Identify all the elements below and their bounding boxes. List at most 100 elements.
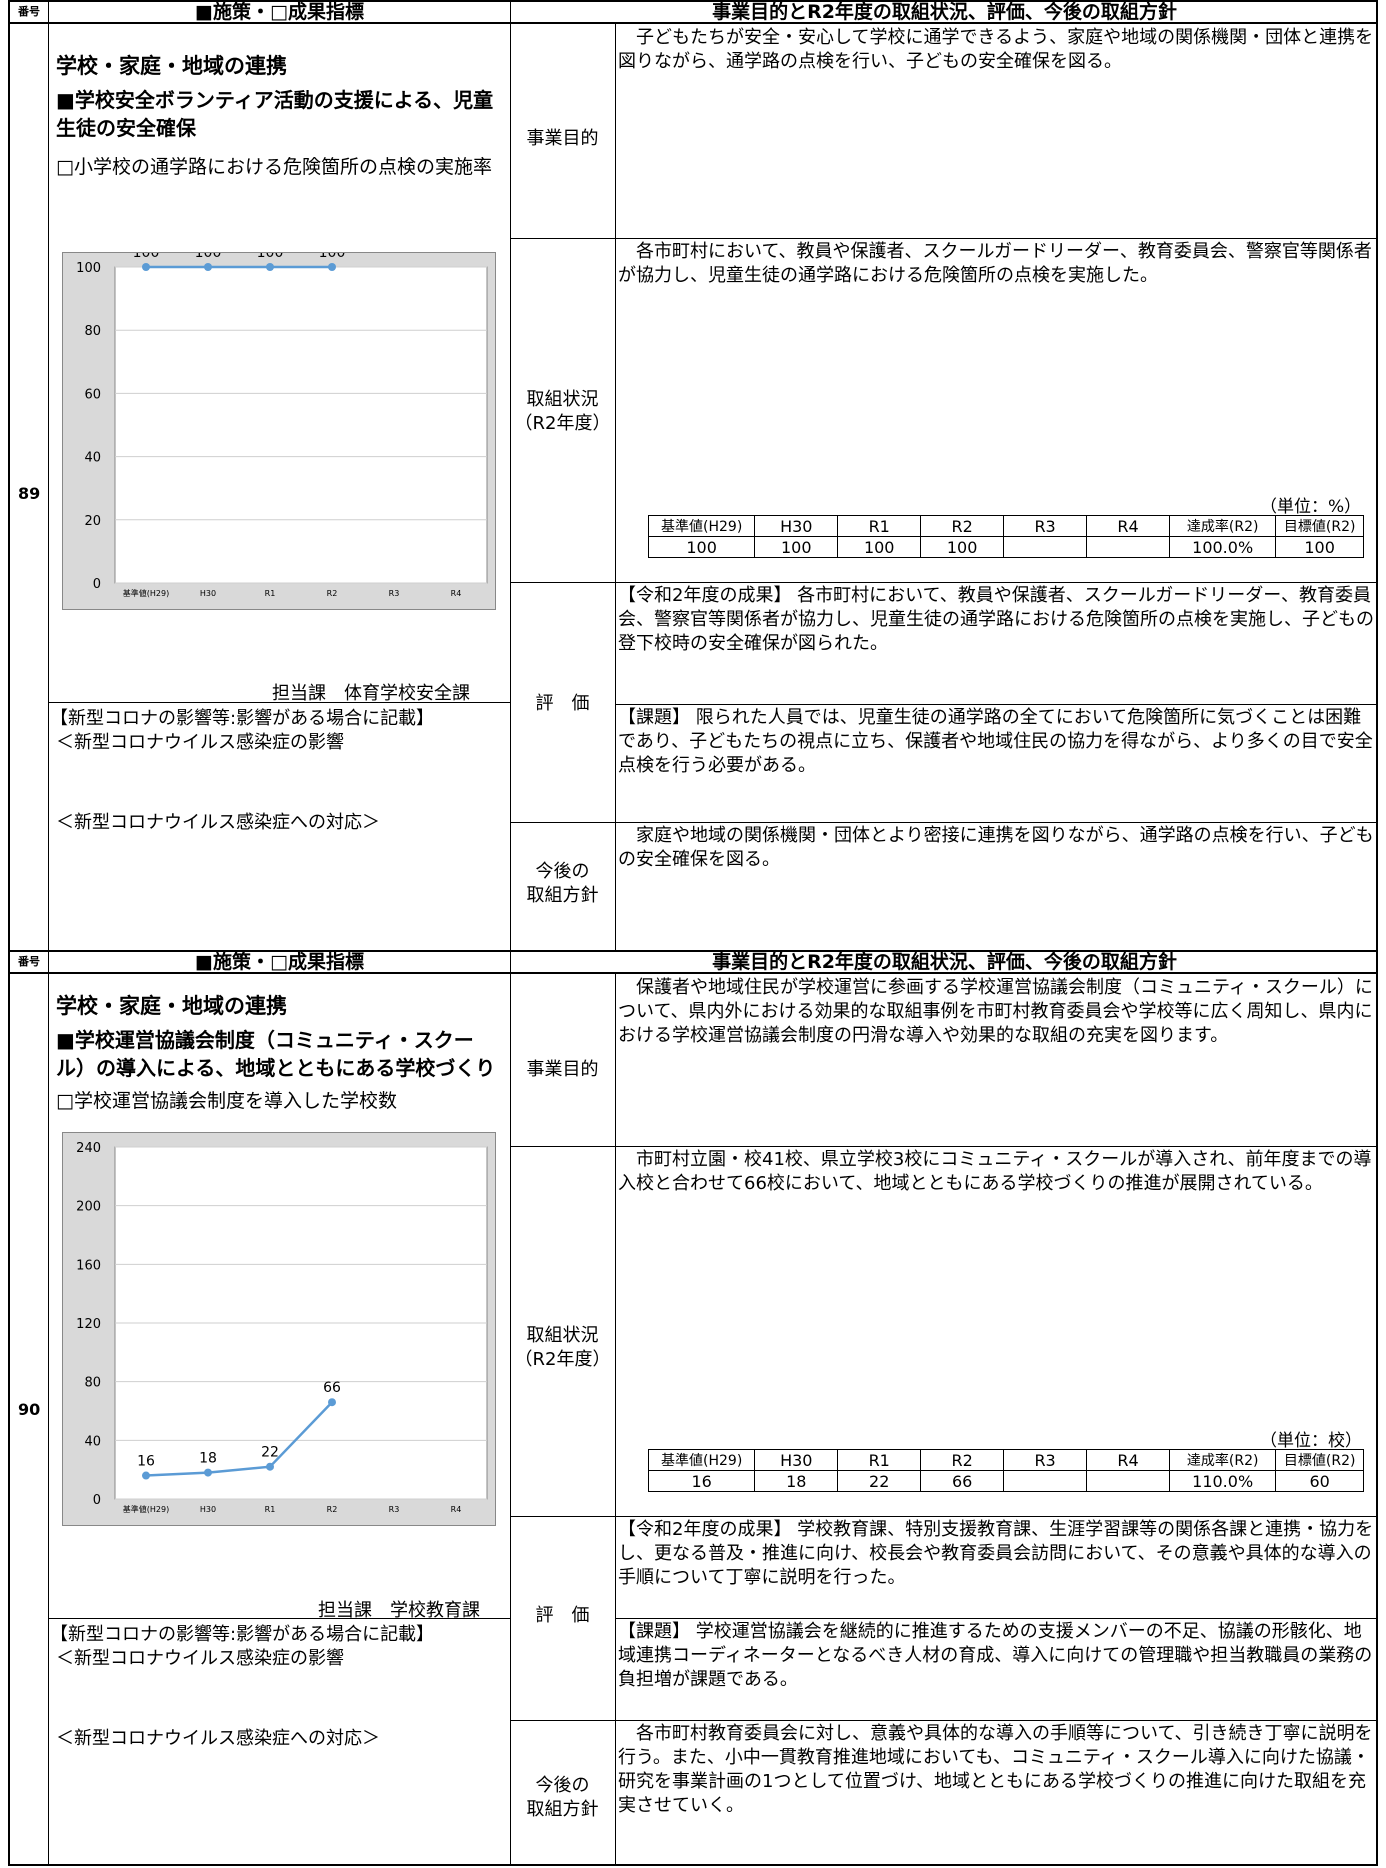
data-label: 100 — [319, 253, 346, 261]
label-eval: 評 価 — [535, 693, 590, 714]
label-status: 取組状況 （R2年度） — [514, 389, 611, 434]
department: 担当課 学校教育課 — [318, 1600, 480, 1621]
data-label: 16 — [137, 1454, 155, 1470]
table-header-cell: H30 — [754, 1449, 839, 1471]
y-tick-label: 0 — [93, 577, 101, 592]
status-text: 市町村立園・校41校、県立学校3校にコミュニティ・スクールが導入され、前年度まで… — [618, 1149, 1372, 1194]
y-tick-label: 60 — [84, 387, 101, 402]
item-number: 90 — [18, 1400, 41, 1419]
data-label: 22 — [261, 1445, 279, 1461]
table-value-cell — [1086, 536, 1170, 558]
data-label: 100 — [133, 253, 160, 261]
covid-response: ＜新型コロナウイルス感染症への対応＞ — [56, 812, 380, 833]
header-num: 番号 — [10, 952, 48, 974]
item-block-90: 番号 ■施策・□成果指標 事業目的とR2年度の取組状況、評価、今後の取組方針 9… — [8, 950, 1378, 1866]
x-tick-label: R2 — [327, 1505, 338, 1514]
data-label: 66 — [323, 1380, 341, 1396]
y-tick-label: 160 — [76, 1258, 101, 1273]
indicator: □小学校の通学路における危険箇所の点検の実施率 — [56, 156, 492, 178]
data-point — [266, 263, 274, 271]
x-tick-label: R4 — [451, 589, 462, 598]
purpose-text: 子どもたちが安全・安心して学校に通学できるよう、家庭や地域の関係機関・団体と連携… — [618, 27, 1374, 72]
header-col2: 事業目的とR2年度の取組状況、評価、今後の取組方針 — [511, 952, 1378, 974]
status-text: 各市町村において、教員や保護者、スクールガードリーダー、教育委員会、警察官等関係… — [618, 241, 1372, 286]
chart-89: 0 20 40 60 80 100 基準値(H29) H30 R1 R2 R3 R4 100 100 100… — [62, 245, 496, 610]
table-header-cell: 達成率(R2) — [1168, 515, 1277, 537]
policy-area: 学校・家庭・地域の連携 — [56, 994, 287, 1018]
table-value-cell: 18 — [754, 1470, 839, 1492]
y-tick-label: 120 — [76, 1317, 101, 1332]
eval-result: 【令和2年度の成果】 各市町村において、教員や保護者、スクールガードリーダー、教… — [618, 585, 1374, 654]
eval-result: 【令和2年度の成果】 学校教育課、特別支援教育課、生涯学習課等の関係各課と連携・… — [618, 1519, 1374, 1588]
table-header-cell: R2 — [920, 515, 1005, 537]
purpose-text: 保護者や地域住民が学校運営に参画する学校運営協議会制度（コミュニティ・スクール）… — [618, 977, 1373, 1046]
data-point — [266, 1462, 274, 1471]
label-policy: 今後の 取組方針 — [526, 861, 599, 906]
data-label: 100 — [195, 253, 222, 261]
line-chart: 0 40 80 120 160 200 240 基準値(H29) H30 R1 R2 R3 R4 16 18… — [76, 1141, 488, 1514]
table-value-cell: 100.0% — [1168, 536, 1277, 558]
x-tick-label: 基準値(H29) — [123, 1504, 169, 1514]
unit-label: （単位：校） — [1260, 1431, 1362, 1451]
y-tick-label: 80 — [84, 324, 101, 339]
y-tick-label: 0 — [93, 1493, 101, 1508]
eval-issue: 【課題】 学校運営協議会を継続的に推進するための支援メンバーの不足、協議の形骸化… — [618, 1621, 1373, 1690]
header-col2: 事業目的とR2年度の取組状況、評価、今後の取組方針 — [511, 2, 1378, 24]
label-policy: 今後の 取組方針 — [526, 1775, 599, 1820]
table-value-cell: 16 — [647, 1470, 756, 1492]
table-header-cell: 目標値(R2) — [1275, 1449, 1364, 1471]
data-point — [142, 263, 150, 271]
measure-title: ■学校安全ボランティア活動の支援による、児童生徒の安全確保 — [56, 88, 494, 140]
table-value-cell: 100 — [1275, 536, 1364, 558]
table-header-cell: 目標値(R2) — [1275, 515, 1364, 537]
x-tick-label: H30 — [200, 589, 216, 598]
table-header-cell: 基準値(H29) — [647, 515, 756, 537]
table-header-cell: R4 — [1086, 515, 1170, 537]
unit-label: （単位：%） — [1260, 497, 1362, 517]
label-purpose: 事業目的 — [526, 1059, 599, 1080]
table-value-cell: 22 — [837, 1470, 922, 1492]
department: 担当課 体育学校安全課 — [272, 683, 470, 704]
indicator-table: 基準値(H29) H30 R1 R2 R3 R4 達成率(R2) 目標値(R2) 100 100… — [647, 515, 1364, 558]
label-eval: 評 価 — [535, 1605, 590, 1626]
table-header-cell: R1 — [837, 1449, 922, 1471]
measure-title: ■学校運営協議会制度（コミュニティ・スクール）の導入による、地域とともにある学校… — [56, 1028, 496, 1080]
table-header-cell: H30 — [754, 515, 839, 537]
table-value-cell — [1086, 1470, 1170, 1492]
x-tick-label: R1 — [265, 1505, 276, 1514]
data-point — [204, 263, 212, 271]
table-value-cell: 100 — [837, 536, 922, 558]
header-col1: ■施策・□成果指標 — [48, 2, 511, 24]
header-num: 番号 — [10, 2, 48, 24]
covid-impact: ＜新型コロナウイルス感染症の影響 — [56, 1648, 344, 1669]
table-value-cell: 100 — [647, 536, 756, 558]
data-point — [204, 1468, 212, 1477]
item-number: 89 — [18, 484, 41, 503]
y-tick-label: 20 — [84, 514, 101, 529]
data-label: 18 — [199, 1451, 217, 1467]
series-line — [145, 1401, 333, 1477]
table-header-cell: R3 — [1003, 1449, 1088, 1471]
y-tick-label: 40 — [84, 1434, 101, 1449]
data-point — [328, 263, 336, 271]
x-tick-label: R2 — [327, 589, 338, 598]
table-header-cell: R1 — [837, 515, 922, 537]
indicator-table: 基準値(H29) H30 R1 R2 R3 R4 達成率(R2) 目標値(R2) 16 18 22… — [647, 1449, 1364, 1492]
table-header-cell: R3 — [1003, 515, 1088, 537]
plot-area — [114, 266, 488, 584]
x-tick-label: R4 — [451, 1505, 462, 1514]
covid-heading: 【新型コロナの影響等:影響がある場合に記載】 — [50, 1624, 435, 1645]
y-tick-label: 100 — [76, 261, 101, 276]
label-status: 取組状況 （R2年度） — [514, 1325, 611, 1370]
table-value-cell: 110.0% — [1168, 1470, 1277, 1492]
chart-90: 0 40 80 120 160 200 240 基準値(H29) H30 R1 R2 R3 R4 16 18… — [62, 1132, 496, 1526]
x-tick-label: R1 — [265, 589, 276, 598]
y-tick-label: 40 — [84, 451, 101, 466]
line-chart: 0 20 40 60 80 100 基準値(H29) H30 R1 R2 R3 R4 100 100 100… — [76, 245, 488, 598]
policy-area: 学校・家庭・地域の連携 — [56, 54, 287, 78]
table-value-cell — [1003, 1470, 1088, 1492]
y-tick-label: 200 — [76, 1200, 101, 1215]
y-tick-label: 80 — [84, 1376, 101, 1391]
x-tick-label: H30 — [200, 1505, 216, 1514]
item-block-89: 番号 ■施策・□成果指標 事業目的とR2年度の取組状況、評価、今後の取組方針 8… — [8, 0, 1378, 952]
